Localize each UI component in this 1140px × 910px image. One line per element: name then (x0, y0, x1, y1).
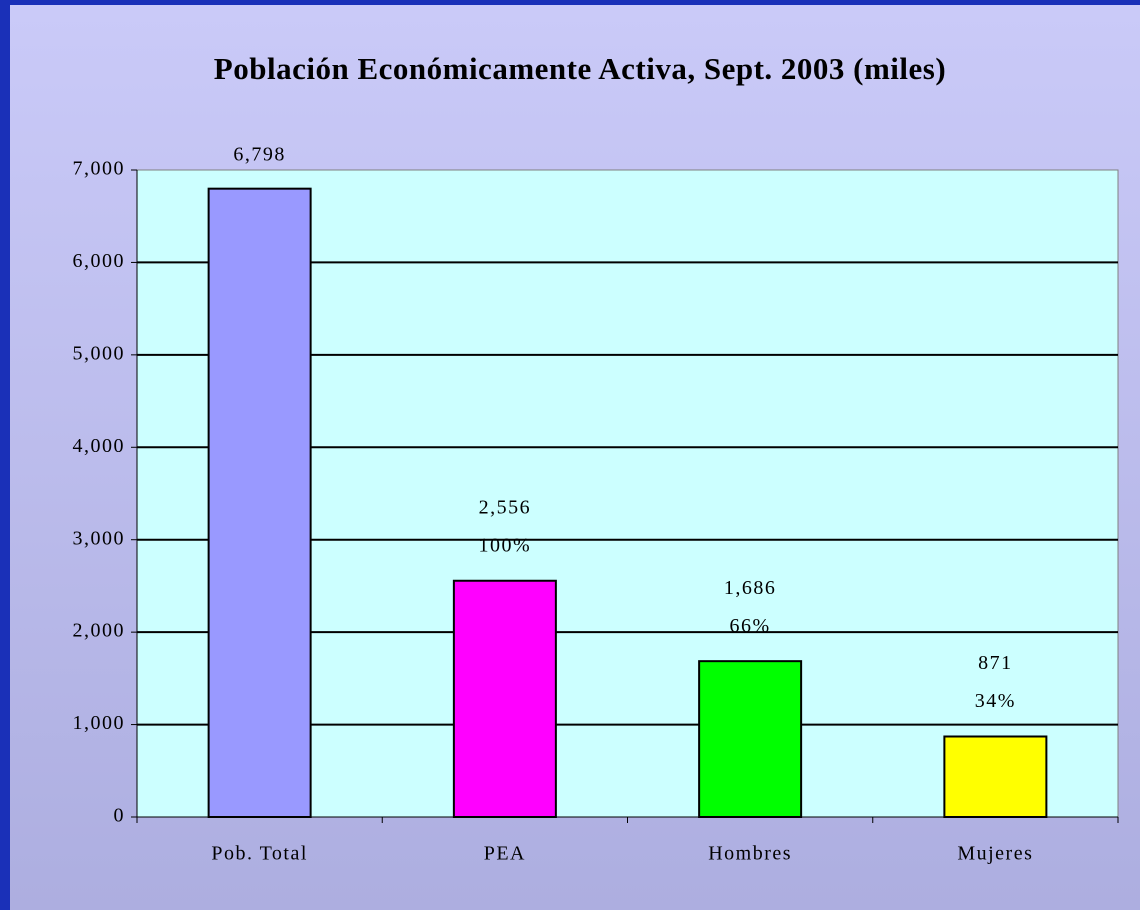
value-label: 871 (978, 652, 1013, 674)
y-tick-label: 7,000 (73, 158, 126, 180)
y-tick-label: 2,000 (73, 620, 126, 642)
percent-label: 100% (479, 534, 532, 556)
bar (943, 735, 1048, 818)
percent-label: 34% (975, 690, 1016, 712)
y-tick-label: 4,000 (73, 435, 126, 457)
bar (698, 660, 803, 818)
y-tick-label: 6,000 (73, 250, 126, 272)
value-label: 1,686 (724, 577, 777, 599)
y-tick-label: 3,000 (73, 527, 126, 549)
value-label: 2,556 (479, 496, 532, 518)
bar (207, 187, 312, 818)
y-tick-label: 5,000 (73, 342, 126, 364)
x-tick-label: PEA (484, 843, 526, 865)
x-tick-label: Mujeres (957, 843, 1033, 865)
y-tick-label: 1,000 (73, 712, 126, 734)
x-tick-label: Pob. Total (211, 843, 308, 865)
chart-title: Población Económicamente Activa, Sept. 2… (214, 51, 946, 86)
value-label: 6,798 (233, 143, 286, 165)
bar (452, 579, 557, 818)
percent-label: 66% (730, 615, 771, 637)
y-tick-label: 0 (114, 805, 126, 827)
x-tick-label: Hombres (708, 843, 792, 865)
